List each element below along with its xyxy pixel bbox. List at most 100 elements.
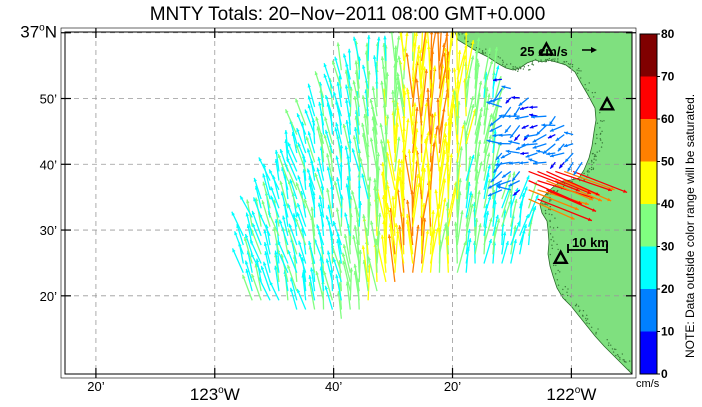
current-vector [548,115,556,126]
current-vector [345,183,351,209]
current-vector [399,32,405,52]
terrain-speck [546,58,549,61]
terrain-speck [596,151,598,153]
terrain-speck [557,248,559,251]
terrain-speck [583,172,585,175]
terrain-speck [585,319,587,322]
current-vector [342,53,351,80]
current-vector [483,195,492,218]
current-vector [326,188,334,218]
current-vector [397,55,405,89]
current-vector [573,161,583,176]
terrain-speck [553,240,555,242]
terrain-speck [551,244,553,246]
terrain-speck [548,213,550,215]
colorbar-tick-label: 50 [661,155,675,169]
current-vector [318,101,325,126]
terrain-speck [566,291,568,294]
current-vector [263,261,271,283]
lon-tick-label: 20’ [444,379,461,394]
current-vector [244,233,253,255]
current-vector [412,102,417,144]
current-vector [352,80,360,108]
current-vector [344,84,351,108]
current-vector [521,124,529,130]
colorbar: NOTE: Data outside color range will be s… [636,27,697,390]
current-vector [241,274,253,301]
current-vector [510,187,519,209]
terrain-speck [513,68,515,71]
current-vector [537,170,592,195]
colorbar-swatch [640,246,657,289]
current-vector [563,180,612,202]
terrain-speck [529,68,531,71]
current-vector [274,149,280,172]
terrain-speck [537,61,540,63]
current-vector [492,65,500,89]
current-vector [483,152,491,181]
terrain-speck [554,58,556,60]
current-vector [420,102,429,144]
terrain-speck [512,67,514,70]
colorbar-swatch [640,161,657,204]
terrain-speck [549,233,552,235]
current-vector [262,173,271,200]
current-vector [429,210,435,255]
current-vector [326,166,334,190]
terrain-speck [514,66,517,68]
current-vector [269,281,280,301]
terrain-speck [553,60,556,62]
current-vector [316,224,325,246]
current-vector [505,149,520,154]
current-vector [527,205,537,227]
current-vector [278,219,289,246]
current-vector [510,239,517,264]
colorbar-tick-label: 70 [661,70,675,84]
current-vector [474,139,482,172]
terrain-speck [481,52,484,54]
terrain-speck [599,120,602,122]
terrain-speck [586,314,588,317]
current-vector [456,32,458,71]
current-vector [287,228,298,255]
current-vector [513,134,521,142]
terrain-speck [625,361,627,363]
current-vector [331,60,342,89]
current-vector [529,124,538,129]
current-vector [342,260,351,292]
scale-arrow-label: 25 cm/s [520,44,568,59]
colorbar-swatch [640,119,657,162]
colorbar-units: cm/s [636,378,660,390]
terrain-speck [599,132,602,135]
terrain-speck [616,353,619,356]
current-vector [349,267,354,301]
terrain-speck [549,219,551,222]
terrain-speck [544,61,546,63]
current-vector [343,234,351,264]
current-vector [474,37,481,71]
terrain-speck [590,326,593,328]
current-vector [465,96,474,126]
current-vector [398,225,405,273]
current-vector [253,177,262,200]
current-vector [386,205,396,246]
current-vector [528,170,580,192]
current-vector [530,115,547,119]
current-vector [508,180,520,187]
current-vector [345,119,351,144]
current-vector [367,176,372,209]
current-vector [361,173,369,200]
current-vector [429,113,435,163]
terrain-speck [554,273,557,275]
current-vector [547,134,556,139]
terrain-speck [580,70,582,72]
terrain-speck [531,61,534,63]
current-vector [513,106,521,118]
current-vector [315,271,325,301]
terrain-speck [584,83,586,86]
current-vector [509,124,521,139]
current-vector [287,249,298,273]
current-vector [500,152,512,159]
terrain-speck [499,57,501,59]
terrain-speck [583,179,585,181]
